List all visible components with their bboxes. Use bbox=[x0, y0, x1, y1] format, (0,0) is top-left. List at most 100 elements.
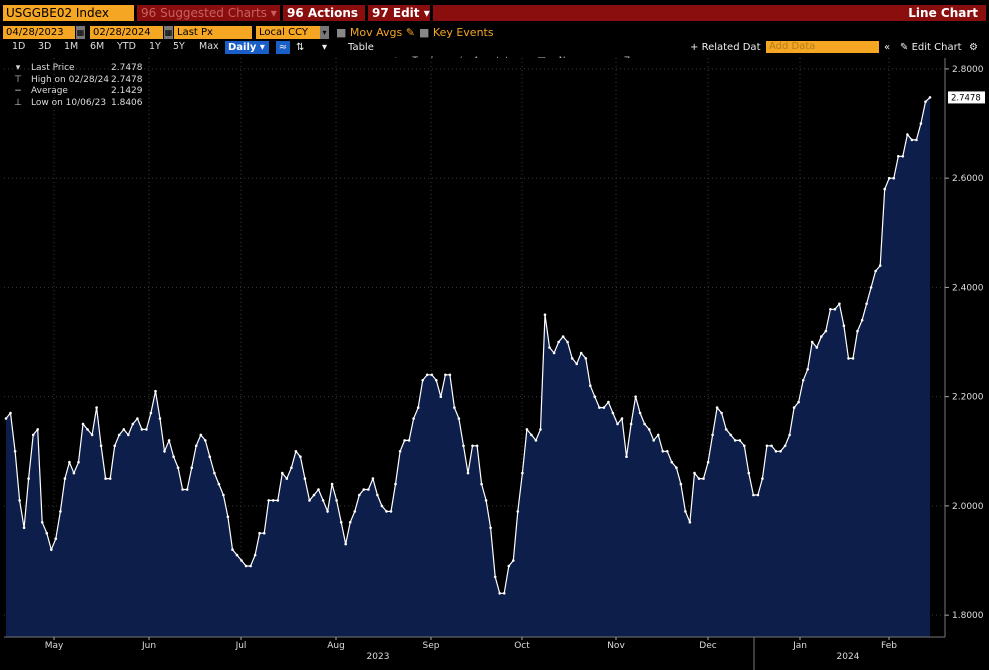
data-point bbox=[13, 450, 17, 453]
data-point bbox=[425, 373, 429, 377]
data-point bbox=[892, 176, 896, 180]
suggested-charts-menu[interactable]: 96 Suggested Charts ▾ bbox=[137, 5, 280, 21]
mov-avgs-label: Mov Avgs bbox=[349, 26, 403, 39]
mov-avgs-toggle[interactable]: ■ Mov Avgs ✎ bbox=[336, 26, 415, 39]
chevron-down-icon[interactable]: ▾ bbox=[322, 42, 328, 53]
year-label: 2023 bbox=[367, 652, 390, 662]
data-point bbox=[22, 526, 26, 530]
related-data-button[interactable]: + Related Dat bbox=[690, 41, 760, 54]
data-point bbox=[136, 417, 139, 420]
add-data-input[interactable]: Add Data bbox=[766, 41, 879, 53]
last-price-marker-icon: ▾ bbox=[15, 63, 21, 73]
data-point bbox=[385, 510, 388, 513]
legend-value: 1.8406 bbox=[111, 97, 143, 108]
data-point bbox=[910, 138, 914, 142]
data-point bbox=[321, 499, 325, 502]
end-date-calendar-icon[interactable]: ▦ bbox=[164, 26, 173, 39]
data-point bbox=[561, 335, 565, 338]
data-point bbox=[838, 302, 841, 306]
data-point bbox=[851, 357, 855, 360]
data-point bbox=[543, 313, 547, 317]
currency-select[interactable]: Local CCY bbox=[256, 26, 320, 39]
data-point bbox=[643, 422, 646, 426]
average-marker-icon: − bbox=[14, 86, 22, 96]
range-button-1d[interactable]: 1D bbox=[12, 41, 26, 52]
data-point bbox=[706, 460, 710, 464]
legend-value: 2.7478 bbox=[111, 74, 143, 85]
edit-chart-button[interactable]: ✎ Edit Chart bbox=[900, 41, 962, 54]
data-point bbox=[380, 504, 384, 508]
data-point bbox=[670, 460, 674, 464]
data-point bbox=[312, 493, 316, 497]
data-point bbox=[901, 155, 905, 158]
data-point bbox=[779, 450, 782, 453]
data-point bbox=[539, 428, 542, 431]
edit-menu[interactable]: 97 Edit ▾ bbox=[368, 5, 430, 21]
view-title: Line Chart bbox=[433, 5, 986, 21]
range-button-ytd[interactable]: YTD bbox=[117, 41, 136, 52]
currency-chevron-down-icon[interactable]: ▾ bbox=[320, 26, 329, 39]
data-point bbox=[747, 471, 751, 475]
data-point bbox=[421, 379, 425, 382]
data-point bbox=[471, 444, 474, 448]
data-point bbox=[222, 493, 225, 497]
data-point bbox=[521, 471, 524, 475]
data-point bbox=[502, 592, 506, 595]
data-point bbox=[675, 466, 678, 470]
data-point bbox=[557, 340, 560, 344]
data-point bbox=[525, 428, 529, 431]
data-point bbox=[733, 439, 737, 442]
price-field-select[interactable]: Last Px bbox=[174, 26, 252, 39]
start-date-calendar-icon[interactable]: ▦ bbox=[76, 26, 85, 39]
data-point bbox=[842, 324, 846, 328]
data-point bbox=[181, 488, 184, 491]
key-events-toggle[interactable]: ■ Key Events bbox=[419, 26, 494, 39]
ticker-field[interactable]: USGGBE02 Index bbox=[3, 5, 134, 21]
data-point bbox=[897, 155, 900, 158]
data-point bbox=[194, 444, 198, 448]
collapse-icon[interactable]: « bbox=[884, 42, 891, 53]
data-point bbox=[444, 373, 447, 377]
data-point bbox=[634, 395, 637, 399]
data-point bbox=[308, 499, 311, 502]
data-point bbox=[928, 96, 932, 99]
period-select[interactable]: Daily ▾ bbox=[225, 41, 269, 54]
data-point bbox=[493, 575, 497, 579]
data-point bbox=[575, 362, 578, 366]
data-point bbox=[185, 488, 189, 491]
end-date-field[interactable]: 02/28/2024 bbox=[90, 26, 163, 39]
range-button-max[interactable]: Max bbox=[199, 41, 219, 52]
table-button[interactable]: Table bbox=[348, 42, 374, 53]
data-point bbox=[367, 488, 370, 491]
range-button-1m[interactable]: 1M bbox=[64, 41, 79, 52]
data-point bbox=[629, 422, 633, 426]
data-point bbox=[666, 450, 669, 453]
data-point bbox=[869, 286, 873, 289]
y-tick-label: 2.8000 bbox=[952, 65, 984, 75]
range-button-1y[interactable]: 1Y bbox=[149, 41, 161, 52]
range-button-3d[interactable]: 3D bbox=[38, 41, 52, 52]
data-point bbox=[68, 460, 71, 464]
data-point bbox=[407, 439, 411, 442]
data-point bbox=[711, 433, 714, 437]
data-point bbox=[815, 346, 819, 349]
data-point bbox=[507, 564, 511, 568]
data-point bbox=[253, 553, 257, 557]
gear-icon[interactable]: ⚙ bbox=[969, 42, 978, 53]
data-point bbox=[743, 444, 746, 448]
data-point bbox=[552, 351, 556, 355]
sort-icon[interactable]: ⇅ bbox=[296, 42, 305, 53]
actions-menu[interactable]: 96 Actions ▾ bbox=[283, 5, 365, 36]
suggested-charts-label: Suggested Charts bbox=[160, 6, 267, 20]
range-button-6m[interactable]: 6M bbox=[90, 41, 105, 52]
legend-label: Last Price bbox=[31, 63, 75, 73]
data-point bbox=[217, 482, 221, 486]
data-point bbox=[847, 357, 850, 360]
data-point bbox=[122, 428, 126, 431]
data-point bbox=[81, 422, 85, 426]
start-date-field[interactable]: 04/28/2023 bbox=[3, 26, 75, 39]
pencil-icon[interactable]: ✎ bbox=[405, 26, 415, 39]
range-button-5y[interactable]: 5Y bbox=[173, 41, 185, 52]
line-style-icon[interactable]: ≈ bbox=[276, 41, 290, 54]
